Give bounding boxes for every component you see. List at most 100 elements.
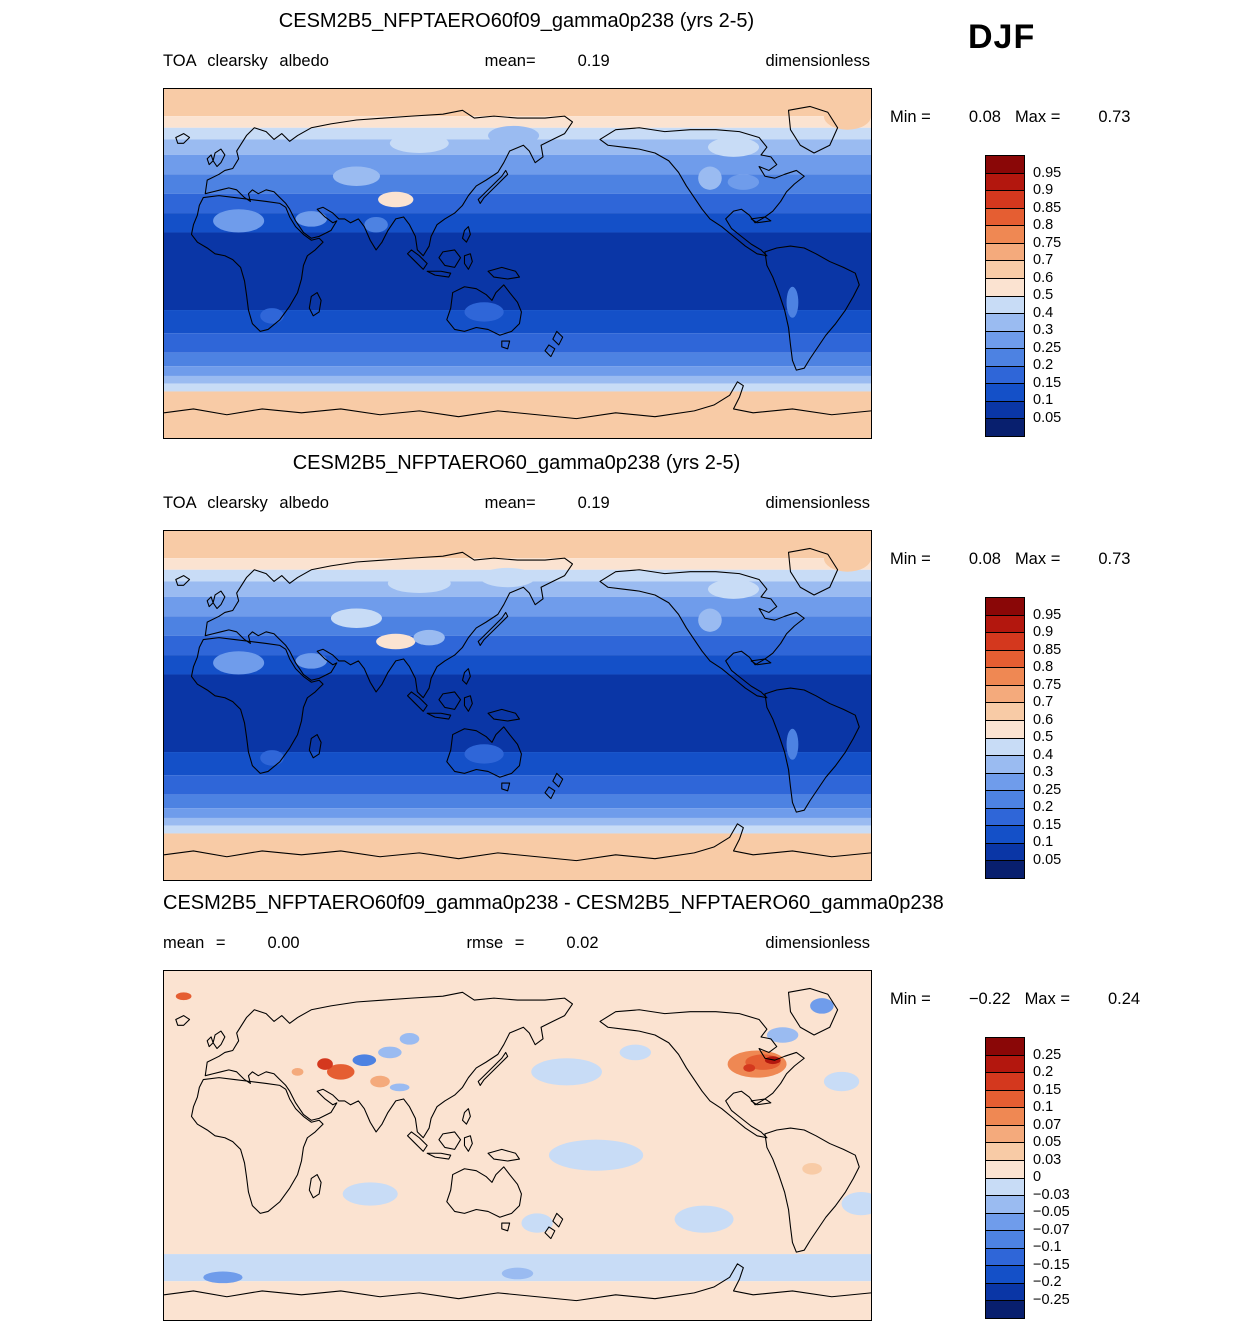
colorbar-cell bbox=[986, 1283, 1024, 1302]
zonal-bands bbox=[164, 531, 871, 880]
colorbar-cell bbox=[986, 633, 1024, 651]
mean-value: 0.00 bbox=[267, 934, 300, 952]
colorbar-cell bbox=[986, 1266, 1024, 1284]
colorbar-cell bbox=[986, 173, 1024, 192]
colorbar-cell bbox=[986, 1248, 1024, 1267]
colorbar-cell bbox=[986, 1231, 1024, 1249]
colorbar-tick-label: −0.07 bbox=[1033, 1221, 1070, 1238]
mean-value: 0.19 bbox=[577, 494, 610, 512]
max-label: Max = bbox=[1014, 550, 1061, 568]
colorbar-tick-label: 0.03 bbox=[1033, 1151, 1062, 1168]
colorbar-cell bbox=[986, 843, 1024, 862]
colorbar-cell bbox=[986, 738, 1024, 757]
colorbar-tick-label: 0.75 bbox=[1033, 676, 1062, 693]
colorbar-tick-label: 0.85 bbox=[1033, 199, 1062, 216]
colorbar-cell bbox=[986, 208, 1024, 227]
rmse-value: 0.02 bbox=[566, 934, 599, 952]
mean-group: mean= 0.19 bbox=[485, 52, 610, 71]
colorbar-tick-label: 0.3 bbox=[1033, 322, 1054, 338]
mean-value: 0.19 bbox=[577, 52, 610, 70]
colorbar-cell bbox=[986, 773, 1024, 792]
colorbar-labels: 0.95 0.9 0.85 0.8 0.75 0.7 0.6 0.5 0.4 0.3 0.25 0.2… bbox=[1033, 155, 1103, 435]
colorbar-tick-label: 0.95 bbox=[1033, 164, 1062, 181]
panel-title: CESM2B5_NFPTAERO60f09_gamma0p238 - CESM2… bbox=[163, 892, 944, 914]
colorbar-tick-label: 0.3 bbox=[1033, 764, 1054, 780]
season-label: DJF bbox=[968, 18, 1036, 56]
colorbar-cell bbox=[986, 261, 1024, 279]
colorbar-cell bbox=[986, 598, 1024, 616]
anomaly-patches bbox=[213, 102, 871, 324]
coastlines bbox=[164, 105, 871, 420]
colorbar-cell bbox=[986, 826, 1024, 844]
colorbar-cell bbox=[986, 419, 1024, 436]
map-frame bbox=[163, 530, 872, 881]
colorbar-cells bbox=[985, 1037, 1025, 1319]
rmse-group: rmse = 0.02 bbox=[467, 934, 599, 953]
colorbar-cell bbox=[986, 615, 1024, 634]
colorbar-tick-label: −0.15 bbox=[1033, 1256, 1070, 1273]
colorbar-labels: 0.25 0.2 0.15 0.1 0.07 0.05 0.03 0 −0.03 −0.05 −0.… bbox=[1033, 1037, 1103, 1317]
panel-subheader: mean = 0.00 rmse = 0.02 dimensionless bbox=[163, 934, 870, 953]
colorbar-cell bbox=[986, 296, 1024, 315]
colorbar-tick-label: −0.05 bbox=[1033, 1204, 1070, 1220]
mean-group: mean = 0.00 bbox=[163, 934, 300, 953]
zonal-bands bbox=[164, 89, 871, 438]
colorbar-tick-label: 0.9 bbox=[1033, 182, 1054, 198]
map-frame bbox=[163, 970, 872, 1321]
colorbar-tick-label: 0.4 bbox=[1033, 746, 1054, 763]
colorbar-tick-label: 0.6 bbox=[1033, 269, 1054, 286]
colorbar-tick-label: 0.5 bbox=[1033, 287, 1054, 303]
colorbar-cell bbox=[986, 703, 1024, 721]
colorbar-cell bbox=[986, 1213, 1024, 1232]
colorbar-cell bbox=[986, 1055, 1024, 1074]
colorbar-cell bbox=[986, 331, 1024, 350]
colorbar-cell bbox=[986, 1196, 1024, 1214]
colorbar: 0.95 0.9 0.85 0.8 0.75 0.7 0.6 0.5 0.4 0.3 0.25 0.2… bbox=[985, 155, 1105, 439]
colorbar-tick-label: −0.1 bbox=[1033, 1239, 1062, 1255]
colorbar-tick-label: 0.2 bbox=[1033, 1064, 1054, 1080]
anomaly-patches bbox=[175, 992, 871, 1284]
map-frame bbox=[163, 88, 872, 439]
colorbar-cell bbox=[986, 191, 1024, 209]
colorbar-tick-label: 0.15 bbox=[1033, 816, 1062, 833]
colorbar-cell bbox=[986, 668, 1024, 686]
colorbar-tick-label: 0.75 bbox=[1033, 234, 1062, 251]
colorbar-tick-label: 0.2 bbox=[1033, 357, 1054, 373]
units-label: dimensionless bbox=[765, 52, 870, 70]
map-toa-clearsky-albedo-run1 bbox=[164, 89, 871, 438]
colorbar-tick-label: 0.05 bbox=[1033, 1134, 1062, 1150]
colorbar-cell bbox=[986, 1143, 1024, 1161]
max-label: Max = bbox=[1024, 990, 1070, 1008]
colorbar-tick-label: 0.8 bbox=[1033, 217, 1054, 233]
colorbar-cell bbox=[986, 349, 1024, 367]
colorbar-tick-label: 0.25 bbox=[1033, 781, 1062, 798]
mean-label: mean= bbox=[484, 52, 536, 70]
colorbar-cell bbox=[986, 756, 1024, 774]
colorbar-tick-label: 0 bbox=[1033, 1169, 1042, 1185]
max-value: 0.73 bbox=[1098, 108, 1131, 126]
min-label: Min = bbox=[890, 108, 931, 126]
colorbar-cell bbox=[986, 226, 1024, 244]
colorbar-cell bbox=[986, 243, 1024, 262]
map-toa-clearsky-albedo-run2 bbox=[164, 531, 871, 880]
colorbar-cell bbox=[986, 278, 1024, 297]
colorbar-labels: 0.95 0.9 0.85 0.8 0.75 0.7 0.6 0.5 0.4 0.3 0.25 0.2… bbox=[1033, 597, 1103, 877]
min-value: 0.08 bbox=[968, 550, 1001, 568]
colorbar-cells bbox=[985, 597, 1025, 879]
max-label: Max = bbox=[1014, 108, 1061, 126]
colorbar-cell bbox=[986, 1178, 1024, 1197]
variable-label: TOA clearsky albedo bbox=[163, 52, 329, 70]
units-label: dimensionless bbox=[765, 934, 870, 952]
minmax-stats: Min = 0.08 Max = 0.73 bbox=[890, 550, 1130, 569]
colorbar-tick-label: 0.05 bbox=[1033, 409, 1062, 426]
colorbar-cell bbox=[986, 384, 1024, 402]
anomaly-patches bbox=[213, 544, 871, 766]
colorbar-tick-label: 0.25 bbox=[1033, 339, 1062, 356]
variable-group: TOA clearsky albedo bbox=[163, 494, 329, 513]
coastlines bbox=[164, 987, 871, 1302]
min-value: −0.22 bbox=[968, 990, 1011, 1008]
max-value: 0.24 bbox=[1107, 990, 1141, 1008]
colorbar-cell bbox=[986, 861, 1024, 878]
colorbar-cell bbox=[986, 1125, 1024, 1144]
colorbar-tick-label: −0.2 bbox=[1033, 1274, 1062, 1290]
